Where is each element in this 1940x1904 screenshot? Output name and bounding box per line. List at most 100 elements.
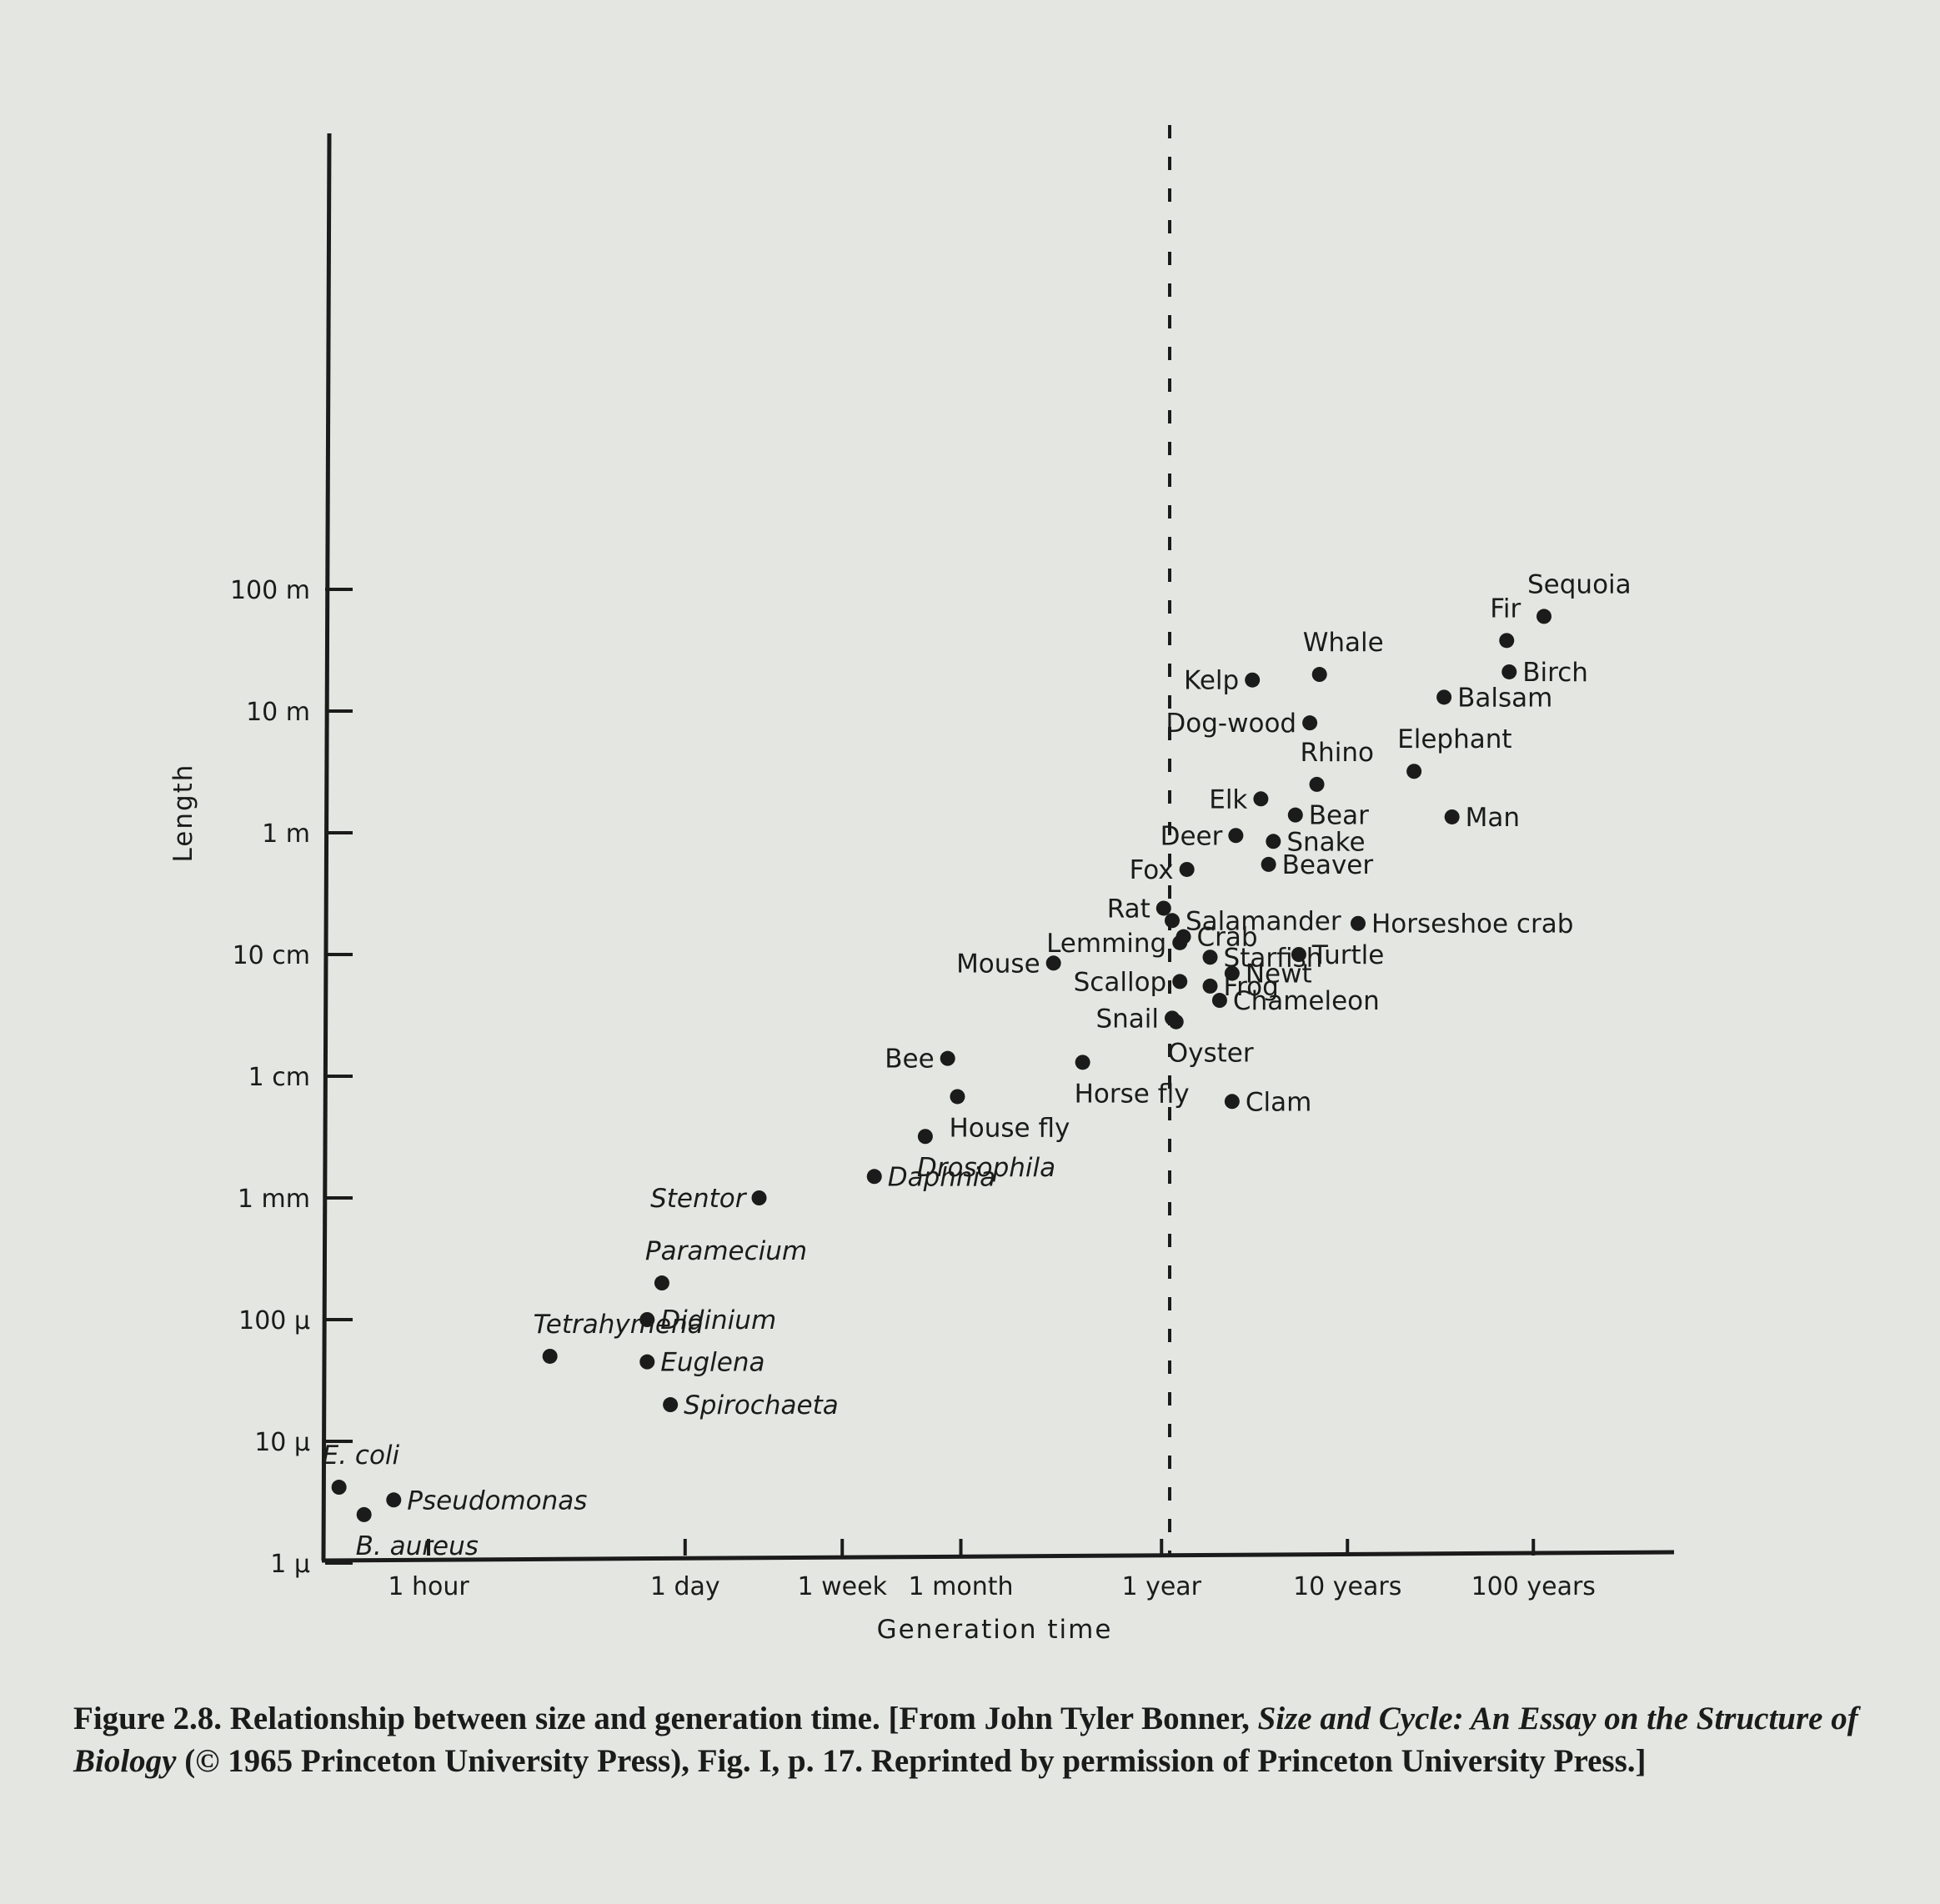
data-point bbox=[1165, 913, 1180, 929]
point-label: Scallop bbox=[1074, 967, 1167, 997]
y-axis-line bbox=[321, 133, 332, 1561]
y-tick-label: 100 m bbox=[230, 576, 310, 605]
data-point bbox=[1228, 828, 1244, 844]
data-point bbox=[1245, 672, 1261, 688]
data-point bbox=[1406, 764, 1422, 779]
x-tick-label: 1 day bbox=[650, 1572, 720, 1601]
point-label: Spirochaeta bbox=[684, 1390, 839, 1420]
point-label: Man bbox=[1466, 803, 1520, 833]
caption-text: Figure 2.8. Relationship between size an… bbox=[73, 1701, 1258, 1736]
point-label: Dog-wood bbox=[1166, 709, 1296, 739]
point-label: Rat bbox=[1107, 894, 1150, 924]
data-point bbox=[356, 1506, 372, 1522]
y-tick-label: 10 μ bbox=[254, 1428, 310, 1457]
x-axis-title: Generation time bbox=[877, 1615, 1113, 1645]
y-tick-label: 1 cm bbox=[248, 1063, 310, 1092]
data-point bbox=[751, 1190, 767, 1205]
y-tick-label: 1 mm bbox=[238, 1185, 310, 1214]
point-label: Mouse bbox=[956, 949, 1040, 979]
point-label: Sequoia bbox=[1527, 569, 1632, 599]
point-label: Oyster bbox=[1168, 1039, 1254, 1069]
x-axis-line bbox=[321, 1550, 1675, 1563]
point-label: Crab bbox=[1197, 923, 1258, 953]
data-point bbox=[1253, 791, 1269, 807]
point-label: Horse fly bbox=[1075, 1079, 1190, 1109]
data-point bbox=[1224, 965, 1240, 981]
data-point bbox=[1444, 809, 1460, 824]
data-point bbox=[1351, 915, 1366, 931]
data-point bbox=[1287, 807, 1303, 823]
data-point bbox=[1172, 974, 1188, 990]
point-label: Euglena bbox=[660, 1348, 764, 1378]
y-axis-title: Length bbox=[168, 764, 198, 863]
point-label: Turtle bbox=[1311, 940, 1384, 970]
data-point bbox=[1291, 947, 1306, 962]
caption-book-title: Size and Cycle: An Essay on the Structur… bbox=[73, 1701, 1858, 1779]
data-point bbox=[1266, 834, 1281, 849]
data-point bbox=[1261, 856, 1276, 872]
data-point bbox=[639, 1312, 655, 1327]
point-label: Horseshoe crab bbox=[1371, 909, 1573, 939]
point-label: Balsam bbox=[1457, 683, 1552, 713]
point-label: Lemming bbox=[1046, 929, 1166, 959]
data-point bbox=[1302, 715, 1318, 731]
data-point bbox=[940, 1050, 955, 1066]
data-point bbox=[1309, 776, 1325, 792]
point-label: Fox bbox=[1130, 855, 1174, 885]
x-axis-ticks: 1 hour 1 day 1 week 1 month 1 year 10 years 10… bbox=[388, 1539, 1596, 1601]
data-point bbox=[917, 1129, 933, 1145]
data-point bbox=[1045, 955, 1061, 971]
point-label: Beaver bbox=[1282, 850, 1374, 880]
x-tick-label: 1 week bbox=[798, 1572, 888, 1601]
point-label: House fly bbox=[949, 1113, 1070, 1143]
data-point bbox=[654, 1275, 669, 1291]
data-point bbox=[1168, 1014, 1184, 1030]
y-tick-label: 10 cm bbox=[233, 941, 310, 970]
point-label: Birch bbox=[1522, 658, 1588, 688]
data-point bbox=[542, 1348, 558, 1364]
x-tick-label: 1 hour bbox=[388, 1572, 469, 1601]
point-label: Elephant bbox=[1397, 724, 1511, 754]
data-point bbox=[639, 1354, 655, 1370]
point-label: Deer bbox=[1160, 821, 1223, 851]
point-label: Snail bbox=[1095, 1004, 1159, 1034]
point-label: Bee bbox=[885, 1045, 934, 1075]
point-label: Salamander bbox=[1186, 906, 1341, 936]
data-point bbox=[1311, 667, 1327, 683]
point-label: Whale bbox=[1303, 628, 1384, 658]
y-tick-label: 10 m bbox=[246, 698, 310, 727]
point-label: Fir bbox=[1490, 594, 1521, 624]
y-axis-ticks: 1 μ 10 μ 100 μ 1 mm 1 cm 10 cm 1 m 10 m 100 m bbox=[230, 576, 353, 1579]
y-tick-label: 1 m bbox=[262, 819, 310, 849]
x-tick-label: 1 year bbox=[1121, 1572, 1201, 1601]
point-label: Stentor bbox=[650, 1184, 748, 1214]
y-tick-label: 100 μ bbox=[238, 1306, 310, 1335]
data-point bbox=[1155, 900, 1171, 916]
point-label: Tetrahymena bbox=[534, 1310, 704, 1340]
data-point bbox=[1202, 949, 1218, 965]
data-point bbox=[866, 1169, 882, 1185]
point-label: Frog bbox=[1224, 972, 1279, 1002]
data-point bbox=[1224, 1094, 1240, 1110]
point-label: Paramecium bbox=[645, 1236, 807, 1266]
data-point bbox=[1436, 689, 1452, 705]
point-label: Drosophila bbox=[917, 1153, 1055, 1183]
point-label: Daphnia bbox=[888, 1162, 995, 1192]
point-label: Rhino bbox=[1301, 738, 1374, 768]
data-point bbox=[1536, 609, 1551, 624]
point-label: Didinium bbox=[660, 1305, 776, 1335]
data-point bbox=[1211, 993, 1227, 1009]
point-label: Starfish bbox=[1224, 943, 1323, 973]
data-point bbox=[1202, 978, 1218, 994]
figure-caption: Figure 2.8. Relationship between size an… bbox=[73, 1697, 1866, 1782]
point-label: Snake bbox=[1286, 827, 1365, 857]
x-tick-label: 1 month bbox=[909, 1572, 1014, 1601]
data-point bbox=[1501, 664, 1517, 679]
point-label: Pseudomonas bbox=[407, 1486, 587, 1516]
data-point bbox=[1179, 861, 1195, 877]
caption-credit: (© 1965 Princeton University Press), Fig… bbox=[176, 1743, 1647, 1779]
data-point bbox=[331, 1480, 347, 1496]
x-tick-label: 10 years bbox=[1293, 1572, 1401, 1601]
data-point bbox=[1075, 1055, 1090, 1070]
